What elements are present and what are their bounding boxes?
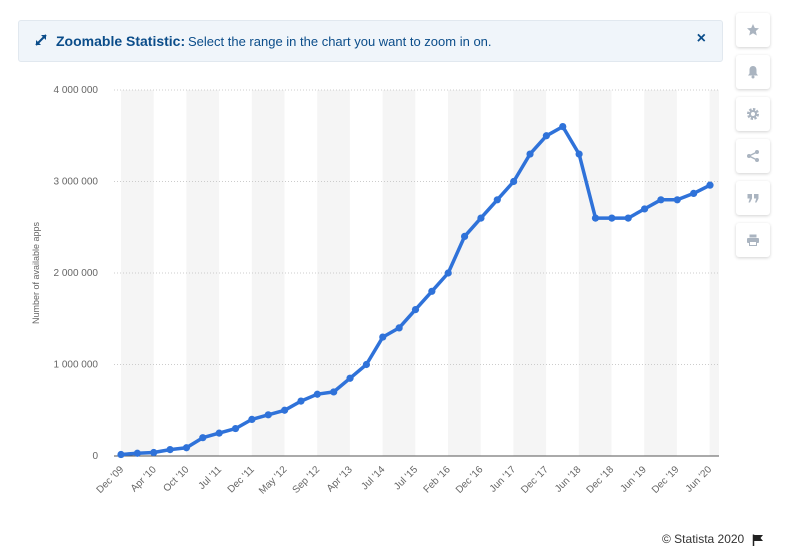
data-point[interactable]	[559, 123, 567, 131]
banner-text: Select the range in the chart you want t…	[188, 34, 492, 49]
data-point[interactable]	[346, 374, 354, 382]
data-point[interactable]	[624, 214, 632, 222]
y-tick-label: 1 000 000	[54, 360, 99, 371]
bell-icon	[748, 66, 758, 79]
line-chart[interactable]: 0 1 000 000 2 000 000 3 000 000 4 000 000 De…	[0, 0, 730, 520]
zoom-banner: Zoomable Statistic: Select the range in …	[18, 20, 723, 62]
data-point[interactable]	[640, 205, 649, 213]
x-tick-label: Jul '11	[197, 464, 225, 492]
share-icon	[747, 150, 759, 162]
flag-icon[interactable]	[752, 534, 764, 546]
data-point[interactable]	[281, 406, 289, 414]
data-point[interactable]	[248, 415, 256, 423]
data-point[interactable]	[575, 150, 583, 158]
y-tick-label: 3 000 000	[54, 177, 99, 188]
x-tick-label: Oct '10	[161, 464, 191, 494]
data-point[interactable]	[395, 324, 403, 332]
data-point[interactable]	[444, 269, 452, 277]
star-icon	[747, 24, 759, 36]
band-1	[186, 90, 220, 456]
y-tick-label: 2 000 000	[54, 268, 99, 279]
tool-sidebar	[736, 13, 772, 265]
x-tick-label: Dec '11	[226, 464, 257, 495]
x-tick-label: Apr '13	[325, 464, 355, 494]
y-axis-ticks: 0 1 000 000 2 000 000 3 000 000 4 000 000	[54, 85, 99, 462]
x-tick-label: Dec '19	[650, 464, 682, 496]
x-tick-label: Dec '09	[95, 464, 127, 496]
x-tick-label: Jun '18	[553, 464, 584, 495]
series-line	[117, 123, 714, 459]
data-point[interactable]	[542, 132, 550, 140]
quote-icon	[747, 194, 759, 203]
band-0	[121, 90, 154, 456]
data-point[interactable]	[231, 424, 240, 433]
x-tick-label: Jun '20	[684, 464, 715, 495]
data-point[interactable]	[706, 181, 714, 189]
x-tick-label: Dec '16	[454, 464, 486, 496]
data-point[interactable]	[510, 177, 518, 186]
x-tick-label: Dec '18	[585, 464, 617, 496]
data-point[interactable]	[673, 196, 681, 204]
data-point[interactable]	[199, 434, 207, 442]
gridlines	[114, 89, 719, 457]
y-axis-label: Number of available apps	[31, 221, 41, 324]
data-point[interactable]	[411, 306, 420, 314]
band-6	[513, 90, 547, 456]
settings-button[interactable]	[736, 97, 770, 131]
favorite-button[interactable]	[736, 13, 770, 47]
statista-credit[interactable]: © Statista 2020	[662, 532, 745, 546]
x-tick-label: Jul '15	[392, 464, 420, 492]
data-point[interactable]	[150, 448, 158, 457]
data-point[interactable]	[297, 397, 305, 405]
x-tick-label: Jun '19	[618, 464, 649, 495]
print-button[interactable]	[736, 223, 770, 257]
data-point[interactable]	[690, 189, 698, 197]
band-5	[448, 90, 481, 456]
data-point[interactable]	[591, 214, 600, 222]
data-point[interactable]	[608, 214, 616, 222]
data-point[interactable]	[657, 196, 665, 204]
x-tick-label: Sep '12	[291, 464, 323, 496]
data-point[interactable]	[526, 150, 534, 158]
data-point[interactable]	[264, 411, 272, 419]
x-tick-label: May '12	[257, 464, 290, 497]
data-point[interactable]	[182, 444, 191, 452]
x-tick-label: Apr '10	[129, 464, 159, 494]
data-point[interactable]	[313, 390, 321, 398]
x-tick-label: Dec '17	[519, 464, 551, 496]
data-point[interactable]	[477, 214, 485, 222]
data-point[interactable]	[330, 388, 338, 396]
x-tick-label: Jun '17	[488, 464, 519, 495]
data-point[interactable]	[215, 429, 223, 437]
gear-icon	[747, 108, 759, 120]
data-point[interactable]	[117, 450, 125, 459]
band-4	[382, 90, 416, 456]
close-button[interactable]: ×	[696, 30, 706, 47]
data-point[interactable]	[166, 445, 174, 454]
banner-title: Zoomable Statistic:	[56, 33, 186, 49]
y-tick-label: 4 000 000	[54, 85, 99, 96]
print-icon	[747, 234, 759, 246]
share-button[interactable]	[736, 139, 770, 173]
y-tick-label: 0	[92, 451, 98, 462]
cite-button[interactable]	[736, 181, 770, 215]
data-point[interactable]	[493, 196, 501, 204]
notification-button[interactable]	[736, 55, 770, 89]
data-point[interactable]	[362, 360, 371, 369]
expand-icon	[35, 34, 47, 46]
x-tick-label: Feb '16	[422, 464, 453, 495]
data-point[interactable]	[379, 333, 387, 341]
data-point[interactable]	[133, 449, 141, 457]
x-tick-label: Jul '14	[359, 464, 387, 492]
data-point[interactable]	[460, 232, 469, 240]
x-axis-ticks: Dec '09 Apr '10 Oct '10 Jul '11 Dec '11 May '…	[95, 464, 715, 497]
data-point[interactable]	[428, 287, 436, 295]
